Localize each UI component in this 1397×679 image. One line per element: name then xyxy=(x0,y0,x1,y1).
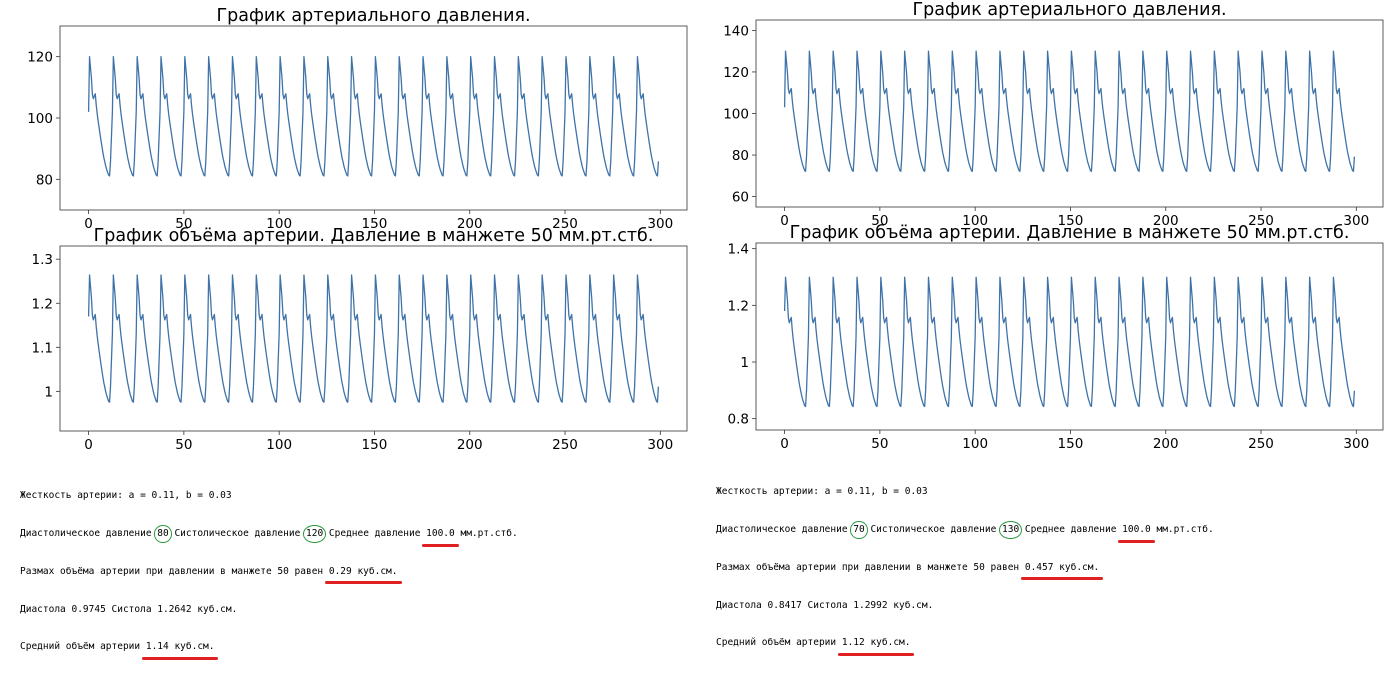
x-tick-label: 200 xyxy=(1153,213,1179,229)
plot-frame xyxy=(755,242,1384,431)
x-tick-label: 150 xyxy=(362,437,388,453)
stiffness-line: Жесткость артерии: a = 0.11, b = 0.03 xyxy=(20,490,232,502)
pressure-unit: мм.рт.стб. xyxy=(454,527,518,539)
chart-title: График объёма артерии. Давление в манжет… xyxy=(790,223,1350,243)
mean-volume-label: Средний объём артерии xyxy=(20,641,146,653)
chart: График объёма артерии. Давление в манжет… xyxy=(728,223,1384,452)
chart: График артериального давления. 0 50 100 150 2… xyxy=(723,0,1384,229)
x-tick-label: 50 xyxy=(871,436,888,452)
right-output-panel: График артериального давления. 0 50 100 150 2… xyxy=(706,0,1397,656)
y-tick-label: 1.1 xyxy=(32,340,53,356)
x-tick-label: 250 xyxy=(1248,213,1274,229)
x-tick-label: 200 xyxy=(457,437,483,453)
diastolic-label: Диастолическое давление xyxy=(20,527,158,539)
stiffness-line: Жесткость артерии: a = 0.11, b = 0.03 xyxy=(716,486,928,498)
y-tick-label: 120 xyxy=(723,65,749,81)
y-tick-label: 1.2 xyxy=(728,298,749,314)
mean-volume-label: Средний объём артерии xyxy=(716,637,842,649)
plot-frame xyxy=(755,19,1384,208)
y-tick-label: 1.3 xyxy=(32,252,53,268)
x-tick-label: 150 xyxy=(1058,213,1084,229)
y-tick-label: 80 xyxy=(36,172,53,188)
y-tick-label: 140 xyxy=(723,23,749,39)
volume-range-label: Размах объёма артерии при давлении в ман… xyxy=(20,565,329,577)
y-tick-label: 1.2 xyxy=(32,296,53,312)
y-tick-label: 1.4 xyxy=(728,242,749,258)
x-tick-label: 200 xyxy=(1153,436,1179,452)
x-tick-label: 250 xyxy=(552,216,578,232)
x-tick-label: 250 xyxy=(1248,436,1274,452)
diastolic-label: Диастолическое давление xyxy=(716,523,854,535)
series-line xyxy=(87,56,660,177)
y-tick-label: 0.8 xyxy=(728,412,749,428)
x-tick-label: 50 xyxy=(175,437,192,453)
x-tick-label: 100 xyxy=(962,213,988,229)
x-tick-label: 100 xyxy=(266,437,292,453)
mean-volume-value: 1.12 куб.см. xyxy=(837,637,915,656)
mean-label: Среднее давление xyxy=(1019,523,1123,535)
volume-range-line: Размах объёма артерии при давлении в ман… xyxy=(716,561,1214,580)
x-tick-label: 300 xyxy=(647,437,673,453)
mean-label: Среднее давление xyxy=(323,527,427,539)
x-tick-label: 0 xyxy=(84,216,93,232)
x-tick-label: 100 xyxy=(962,436,988,452)
chart-title: График артериального давления. xyxy=(912,0,1226,20)
x-tick-label: 50 xyxy=(871,213,888,229)
plot-frame xyxy=(59,25,688,211)
y-tick-label: 120 xyxy=(27,50,53,66)
x-tick-label: 0 xyxy=(84,437,93,453)
y-tick-label: 100 xyxy=(27,111,53,127)
chart-title: График объёма артерии. Давление в манжет… xyxy=(94,226,654,246)
chart: График объёма артерии. Давление в манжет… xyxy=(32,226,688,453)
right-console-output: Жесткость артерии: a = 0.11, b = 0.03 Ди… xyxy=(716,461,1214,675)
volume-range-value: 0.29 куб.см. xyxy=(324,565,402,584)
chart: График артериального давления. 0 50 100 150 2… xyxy=(27,6,688,232)
y-tick-label: 100 xyxy=(723,107,749,123)
x-tick-label: 0 xyxy=(780,436,789,452)
systolic-value: 130 xyxy=(998,521,1023,539)
mean-pressure-value: 100.0 xyxy=(1118,523,1155,542)
y-tick-label: 80 xyxy=(732,148,749,164)
diastole-systole-line: Диастола 0.9745 Систола 1.2642 куб.см. xyxy=(20,603,238,615)
series-line xyxy=(783,50,1356,172)
pressure-unit: мм.рт.стб. xyxy=(1150,523,1214,535)
x-tick-label: 50 xyxy=(175,216,192,232)
diastolic-value: 70 xyxy=(850,521,869,539)
series-line xyxy=(783,276,1356,408)
x-tick-label: 150 xyxy=(1058,436,1084,452)
systolic-label: Систолическое давление xyxy=(168,527,307,539)
x-tick-label: 300 xyxy=(1343,436,1369,452)
left-charts-figure: График артериального давления.0 50 100 150 2… xyxy=(27,6,688,453)
x-tick-label: 0 xyxy=(780,213,789,229)
x-tick-label: 250 xyxy=(552,437,578,453)
left-output-panel: График артериального давления. 0 50 100 150 2… xyxy=(0,0,700,660)
right-charts-figure: График артериального давления.0 50 100 150 2… xyxy=(723,0,1384,452)
y-tick-label: 1 xyxy=(740,355,749,371)
systolic-label: Систолическое давление xyxy=(864,523,1003,535)
mean-volume-line: Средний объём артерии 1.14 куб.см. xyxy=(20,641,518,660)
left-console-output: Жесткость артерии: a = 0.11, b = 0.03 Ди… xyxy=(20,465,518,679)
x-tick-label: 100 xyxy=(266,216,292,232)
x-tick-label: 200 xyxy=(457,216,483,232)
y-tick-label: 1 xyxy=(44,384,53,400)
x-tick-label: 150 xyxy=(362,216,388,232)
diastole-systole-line: Диастола 0.8417 Систола 1.2992 куб.см. xyxy=(716,599,934,611)
volume-range-value: 0.457 куб.см. xyxy=(1020,561,1104,580)
y-tick-label: 60 xyxy=(732,190,749,206)
pressure-line: Диастолическое давление 70 Систолическое… xyxy=(716,521,1214,542)
x-tick-label: 300 xyxy=(1343,213,1369,229)
x-tick-label: 300 xyxy=(647,216,673,232)
series-line xyxy=(87,274,660,403)
mean-volume-value: 1.14 куб.см. xyxy=(141,641,219,660)
volume-range-label: Размах объёма артерии при давлении в ман… xyxy=(716,561,1025,573)
mean-volume-line: Средний объём артерии 1.12 куб.см. xyxy=(716,637,1214,656)
chart-title: График артериального давления. xyxy=(216,6,530,26)
plot-frame xyxy=(59,245,688,432)
volume-range-line: Размах объёма артерии при давлении в ман… xyxy=(20,565,518,584)
